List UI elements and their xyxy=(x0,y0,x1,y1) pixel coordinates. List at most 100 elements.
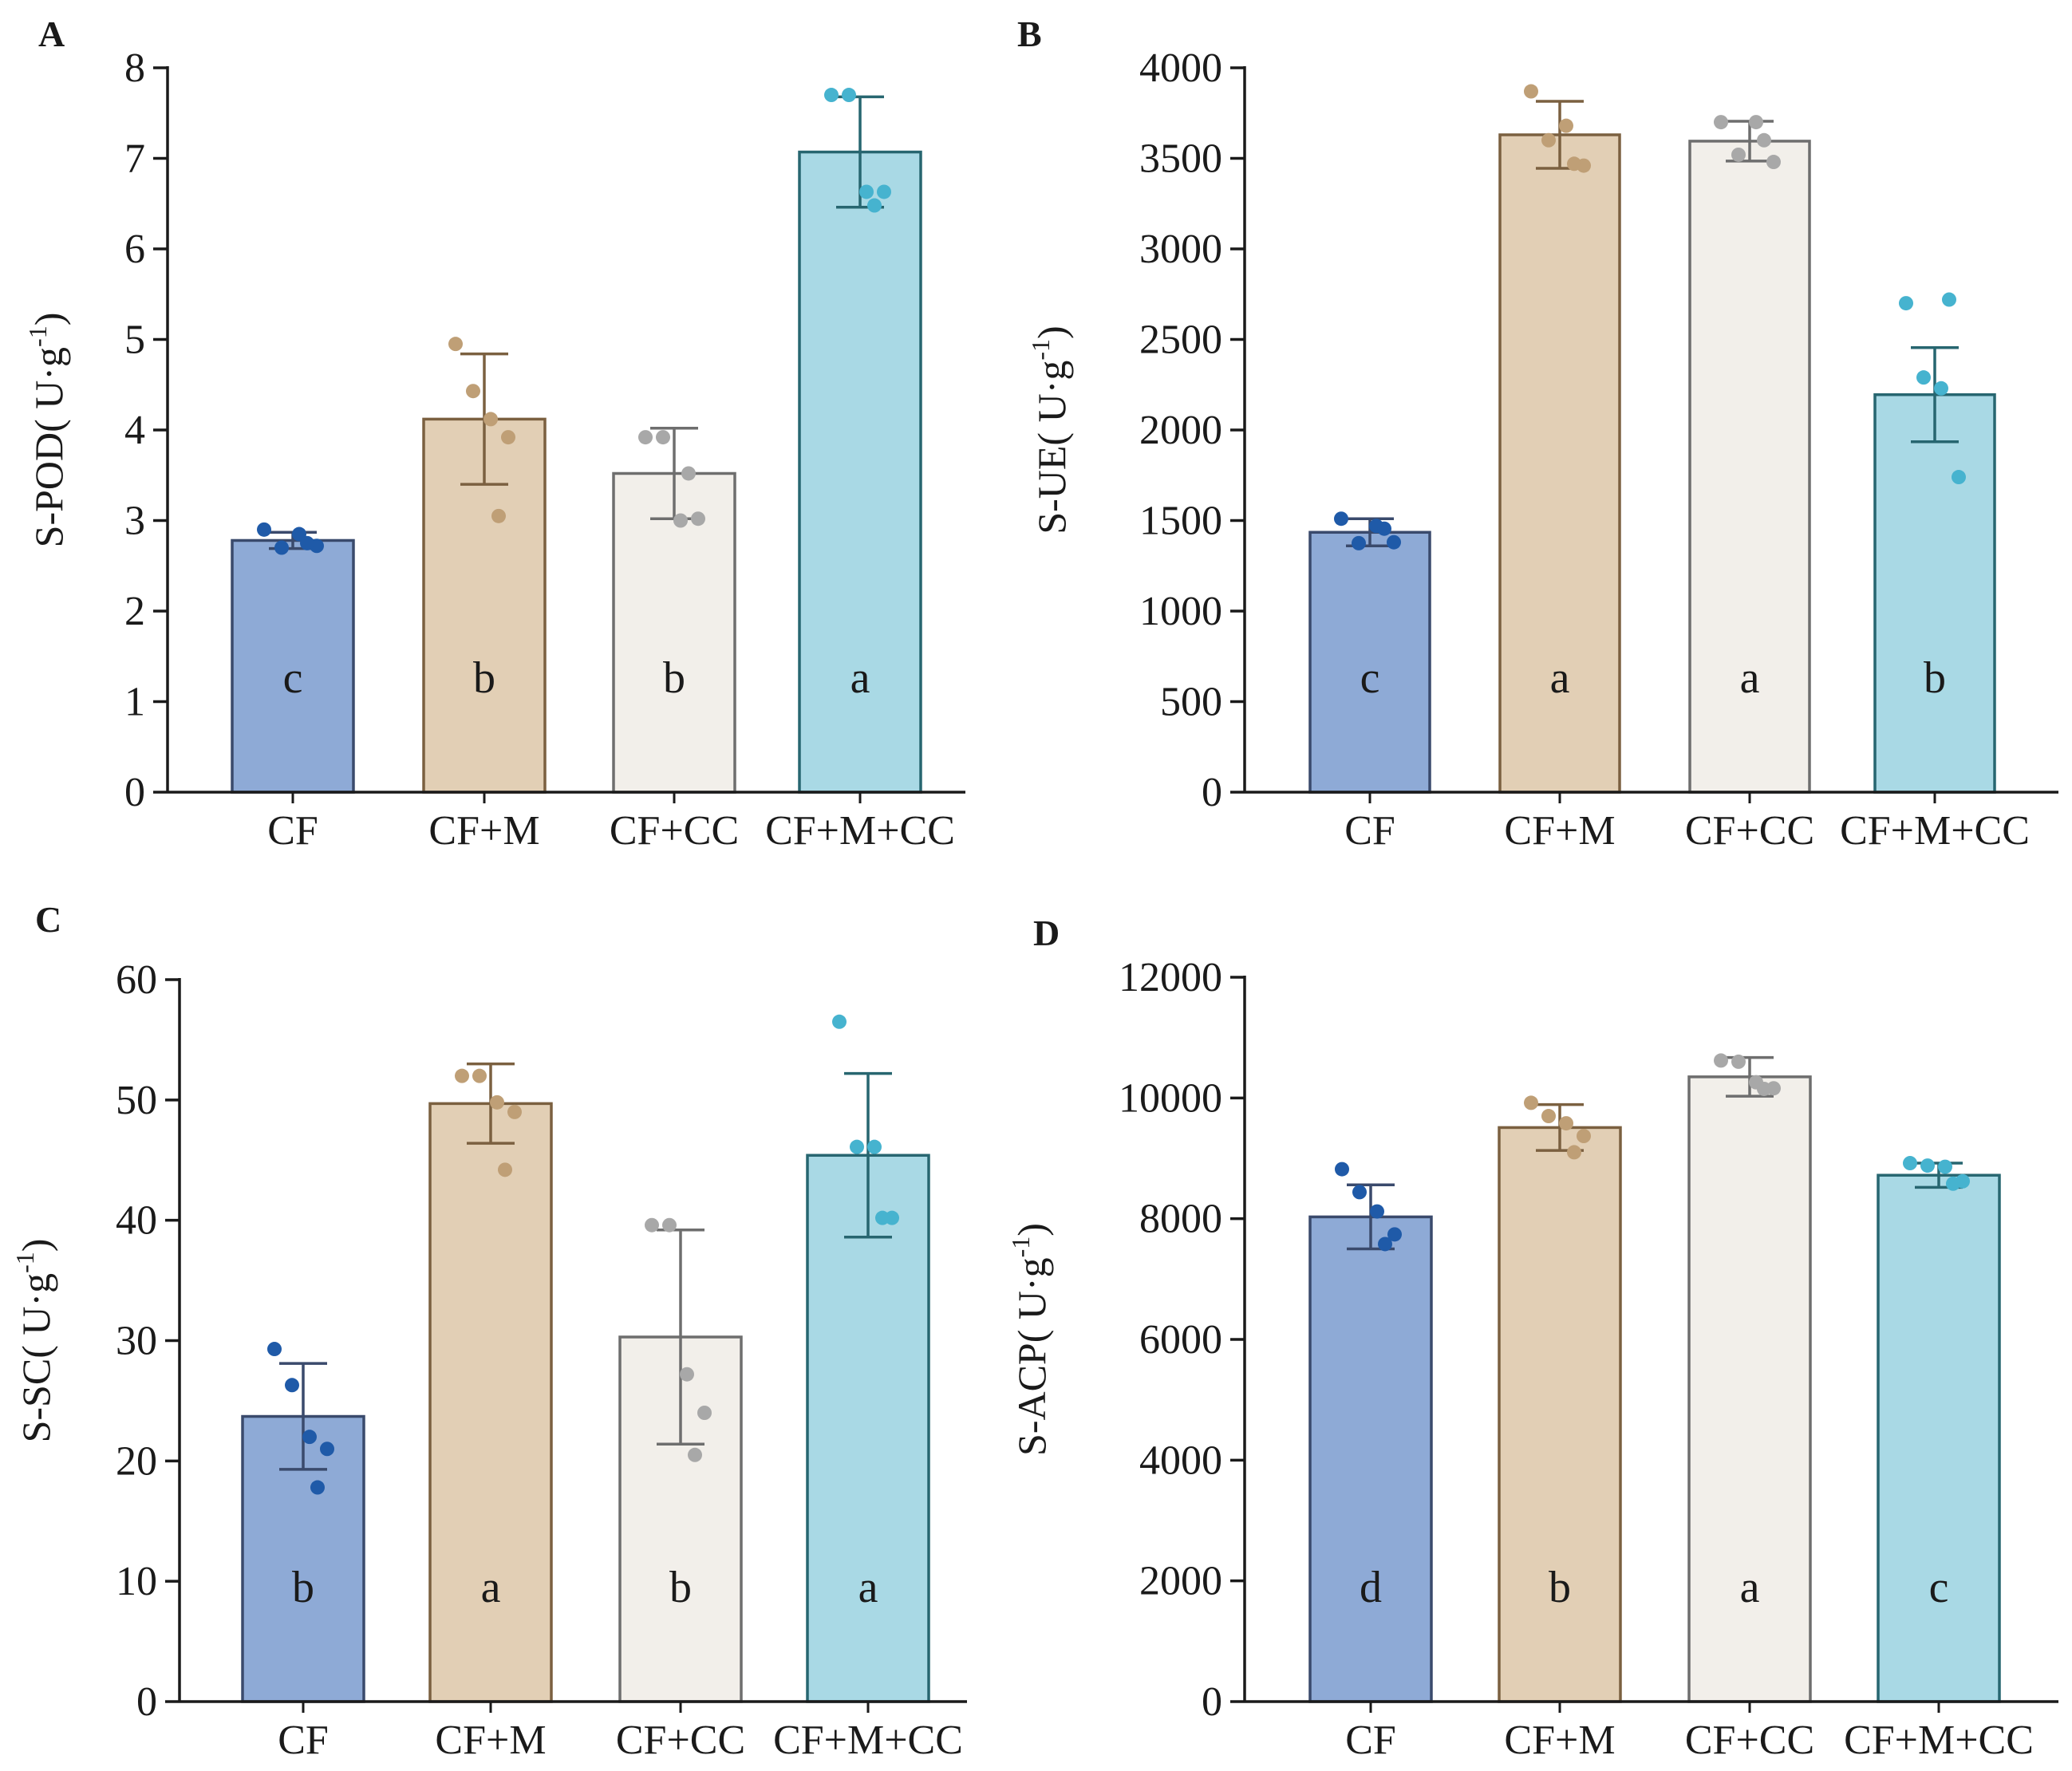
data-point-a-2-3 xyxy=(691,511,705,527)
panel-c-chart: b CF a CF+M b CF+CC a CF+M+CC 0 10 20 30 40 50 60 S-SC(… xyxy=(10,957,967,1763)
significance-letter-c-0: b xyxy=(292,1563,314,1612)
significance-letter-d-1: b xyxy=(1549,1563,1571,1612)
data-point-c-3-4 xyxy=(875,1210,890,1225)
significance-letter-c-3: a xyxy=(858,1563,878,1612)
category-label-c-0: CF xyxy=(278,1718,329,1763)
y-axis-label-main-b: S-UE( U·g xyxy=(1029,361,1074,534)
y-tick-label-a-6: 6 xyxy=(124,227,145,272)
data-point-c-0-3 xyxy=(320,1442,334,1457)
data-point-d-3-1 xyxy=(1920,1158,1935,1173)
data-point-a-3-2 xyxy=(859,184,874,199)
data-point-c-3-2 xyxy=(867,1139,882,1154)
data-point-c-3-0 xyxy=(832,1014,847,1029)
bar-a-3 xyxy=(798,150,922,794)
data-point-a-1-0 xyxy=(448,337,463,352)
y-axis-label-d: S-ACP( U·g-1) xyxy=(1006,1223,1054,1456)
y-tick-label-c-1: 10 xyxy=(116,1559,157,1604)
y-tick-label-a-0: 0 xyxy=(124,770,145,815)
data-point-b-3-0 xyxy=(1899,296,1913,311)
significance-letter-b-3: b xyxy=(1924,653,1946,703)
y-tick-label-c-0: 0 xyxy=(136,1679,157,1725)
data-point-b-2-3 xyxy=(1766,155,1781,170)
y-tick-label-c-5: 50 xyxy=(116,1078,157,1123)
data-point-c-2-2 xyxy=(680,1367,694,1382)
category-label-b-1: CF+M xyxy=(1504,808,1615,854)
data-point-d-2-4 xyxy=(1757,1081,1771,1096)
data-point-b-3-2 xyxy=(1934,381,1948,396)
category-label-d-1: CF+M xyxy=(1504,1718,1615,1763)
data-point-b-0-1 xyxy=(1352,535,1366,550)
data-point-a-1-1 xyxy=(466,384,480,399)
significance-letter-a-3: a xyxy=(851,653,870,703)
significance-letter-c-2: b xyxy=(669,1563,692,1612)
data-point-c-2-4 xyxy=(688,1447,702,1462)
data-point-c-1-3 xyxy=(507,1104,522,1119)
y-axis-label-main-d: S-ACP( U·g xyxy=(1009,1257,1054,1456)
data-point-b-3-3 xyxy=(1952,470,1966,485)
data-point-a-2-4 xyxy=(681,466,696,481)
data-point-d-0-1 xyxy=(1352,1185,1367,1200)
data-point-a-2-2 xyxy=(673,513,688,528)
data-point-d-3-4 xyxy=(1946,1176,1960,1191)
y-tick-label-b-6: 3000 xyxy=(1139,227,1222,272)
data-point-a-2-1 xyxy=(656,430,670,445)
data-point-b-0-0 xyxy=(1334,511,1348,527)
data-point-a-3-0 xyxy=(824,88,839,103)
data-point-c-2-0 xyxy=(645,1217,659,1233)
significance-letter-b-2: a xyxy=(1740,653,1760,703)
data-point-b-0-4 xyxy=(1377,521,1391,536)
data-point-b-2-4 xyxy=(1757,132,1771,148)
bar-a-2 xyxy=(612,471,736,794)
panel-letter-b: B xyxy=(1017,14,1042,54)
y-tick-label-a-3: 3 xyxy=(124,499,145,544)
y-tick-label-b-8: 4000 xyxy=(1139,45,1222,91)
y-tick-label-b-5: 2500 xyxy=(1139,318,1222,363)
data-point-a-1-3 xyxy=(501,430,515,445)
y-tick-label-b-1: 500 xyxy=(1160,680,1222,725)
y-axis-label-exponent-c: -1 xyxy=(10,1252,39,1273)
y-tick-label-b-2: 1000 xyxy=(1139,589,1222,634)
panel-b-chart: c CF a CF+M a CF+CC b CF+M+CC 0 500 1000 1500 2000 25… xyxy=(1026,45,2058,854)
significance-letter-d-3: c xyxy=(1929,1563,1949,1612)
data-point-d-1-3 xyxy=(1577,1129,1591,1144)
error-bar-c-3 xyxy=(844,1071,892,1239)
data-point-c-0-2 xyxy=(302,1430,317,1445)
y-axis-label-a: S-POD( U·g-1) xyxy=(23,313,71,548)
data-point-b-1-0 xyxy=(1524,84,1538,99)
y-tick-label-b-7: 3500 xyxy=(1139,136,1222,182)
data-point-d-3-2 xyxy=(1938,1159,1952,1174)
y-axis-label-close-a: ) xyxy=(26,313,71,326)
category-label-a-3: CF+M+CC xyxy=(765,808,955,854)
significance-letter-a-1: b xyxy=(473,653,495,703)
category-label-a-2: CF+CC xyxy=(610,808,739,854)
significance-letter-d-0: d xyxy=(1360,1563,1382,1612)
data-point-c-0-1 xyxy=(285,1378,299,1393)
data-point-a-1-2 xyxy=(483,412,498,427)
data-point-d-3-0 xyxy=(1903,1156,1917,1171)
data-point-c-0-0 xyxy=(267,1342,282,1357)
significance-letter-c-1: a xyxy=(481,1563,501,1612)
y-tick-label-a-2: 2 xyxy=(124,589,145,634)
category-label-d-2: CF+CC xyxy=(1685,1718,1814,1763)
y-axis-label-exponent-a: -1 xyxy=(23,325,52,347)
error-bar-b-3 xyxy=(1911,345,1959,444)
y-tick-label-d-5: 10000 xyxy=(1119,1075,1222,1121)
y-tick-label-a-5: 5 xyxy=(124,318,145,363)
panel-letter-c: C xyxy=(35,899,61,940)
data-point-d-1-1 xyxy=(1541,1109,1556,1124)
bar-c-3 xyxy=(806,1154,930,1703)
data-point-b-2-2 xyxy=(1749,115,1763,130)
y-axis-label-c: S-SC( U·g-1) xyxy=(10,1239,58,1443)
bar-d-0 xyxy=(1308,1215,1433,1703)
bar-a-0 xyxy=(231,538,355,794)
y-axis-label-close-b: ) xyxy=(1029,325,1074,339)
bar-c-1 xyxy=(428,1102,553,1703)
significance-letter-d-2: a xyxy=(1740,1563,1760,1612)
data-point-a-0-1 xyxy=(274,540,289,555)
y-axis-label-close-d: ) xyxy=(1009,1223,1054,1237)
panel-d-chart: d CF b CF+M a CF+CC c CF+M+CC 0 2000 4000 6000 8000 1… xyxy=(1006,955,2058,1763)
data-point-a-1-4 xyxy=(491,508,506,523)
data-point-b-0-3 xyxy=(1387,534,1401,550)
